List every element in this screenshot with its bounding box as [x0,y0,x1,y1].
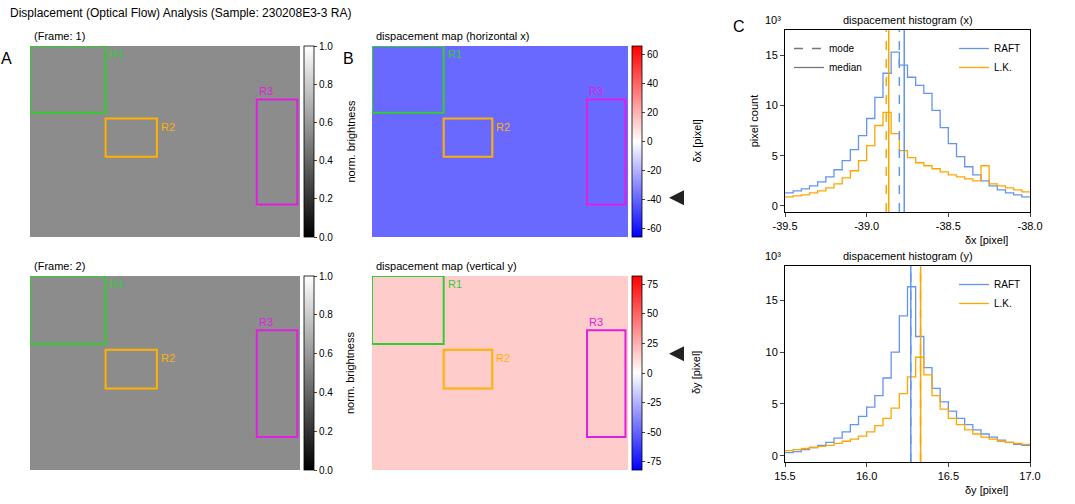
svg-text:norm. brightness: norm. brightness [344,332,356,414]
svg-text:dispacement histogram (y): dispacement histogram (y) [843,250,973,262]
svg-text:R2: R2 [161,352,175,364]
svg-text:0.6: 0.6 [319,348,333,359]
svg-text:25: 25 [647,338,659,349]
svg-text:δy [pixel]: δy [pixel] [690,351,702,394]
svg-text:R1: R1 [448,48,462,60]
svg-text:-75: -75 [647,456,662,467]
svg-text:0: 0 [647,136,653,147]
svg-text:5: 5 [772,150,778,162]
svg-text:0.0: 0.0 [319,465,333,476]
svg-text:R1: R1 [110,48,124,60]
svg-text:(Frame: 2): (Frame: 2) [34,260,85,272]
svg-text:R3: R3 [259,316,273,328]
svg-text:1.0: 1.0 [319,271,333,282]
svg-text:1.0: 1.0 [319,41,333,52]
svg-text:R2: R2 [161,121,175,133]
svg-text:R3: R3 [589,85,603,97]
svg-text:R1: R1 [110,278,124,290]
svg-text:RAFT: RAFT [994,43,1020,54]
svg-text:R1: R1 [448,278,462,290]
svg-text:15.5: 15.5 [774,470,795,482]
svg-text:pixel count: pixel count [748,95,760,148]
svg-text:(Frame: 1): (Frame: 1) [34,30,85,42]
svg-text:dispacement map (vertical y): dispacement map (vertical y) [376,260,517,272]
svg-text:norm. brightness: norm. brightness [345,100,357,182]
svg-text:-40: -40 [647,194,662,205]
svg-text:17.0: 17.0 [1019,470,1040,482]
svg-text:0.2: 0.2 [319,193,333,204]
svg-text:16.5: 16.5 [938,470,959,482]
svg-text:Displacement (Optical Flow) An: Displacement (Optical Flow) Analysis (Sa… [10,6,351,20]
svg-text:A: A [1,50,12,67]
svg-text:10: 10 [766,346,778,358]
svg-text:40: 40 [647,78,659,89]
svg-text:0.8: 0.8 [319,309,333,320]
svg-text:0: 0 [772,200,778,212]
svg-text:R3: R3 [259,85,273,97]
svg-text:0: 0 [772,450,778,462]
svg-text:δx [pixel]: δx [pixel] [691,119,703,162]
svg-text:R3: R3 [589,316,603,328]
svg-text:10³: 10³ [765,14,781,26]
svg-text:δy [pixel]: δy [pixel] [965,484,1008,496]
svg-text:C: C [733,18,745,35]
svg-text:50: 50 [647,308,659,319]
svg-text:mode: mode [829,43,854,54]
svg-text:L.K.: L.K. [994,62,1012,73]
svg-text:-39.5: -39.5 [772,220,797,232]
svg-text:-25: -25 [647,397,662,408]
svg-text:-50: -50 [647,427,662,438]
svg-text:0.4: 0.4 [319,155,333,166]
svg-text:0: 0 [647,368,653,379]
svg-text:R2: R2 [496,352,510,364]
svg-text:75: 75 [647,279,659,290]
svg-text:RAFT: RAFT [994,279,1020,290]
svg-text:10³: 10³ [765,250,781,262]
svg-text:median: median [829,62,862,73]
svg-text:10: 10 [766,99,778,111]
svg-text:15: 15 [766,294,778,306]
svg-text:-38.0: -38.0 [1017,220,1042,232]
svg-text:0.4: 0.4 [319,387,333,398]
svg-text:dispacement histogram (x): dispacement histogram (x) [843,14,973,26]
svg-text:60: 60 [647,49,659,60]
svg-text:dispacement map (horizontal x): dispacement map (horizontal x) [376,30,529,42]
svg-text:0.6: 0.6 [319,117,333,128]
svg-text:20: 20 [647,107,659,118]
svg-text:δx [pixel]: δx [pixel] [965,234,1008,246]
svg-text:15: 15 [766,49,778,61]
svg-text:0.2: 0.2 [319,426,333,437]
svg-text:B: B [343,50,354,67]
svg-text:L.K.: L.K. [994,298,1012,309]
svg-text:-20: -20 [647,165,662,176]
svg-text:5: 5 [772,398,778,410]
svg-text:-60: -60 [647,223,662,234]
svg-text:16.0: 16.0 [856,470,877,482]
svg-text:0.0: 0.0 [319,232,333,243]
svg-text:0.8: 0.8 [319,79,333,90]
svg-text:-39.0: -39.0 [854,220,879,232]
svg-text:-38.5: -38.5 [936,220,961,232]
svg-text:R2: R2 [496,121,510,133]
